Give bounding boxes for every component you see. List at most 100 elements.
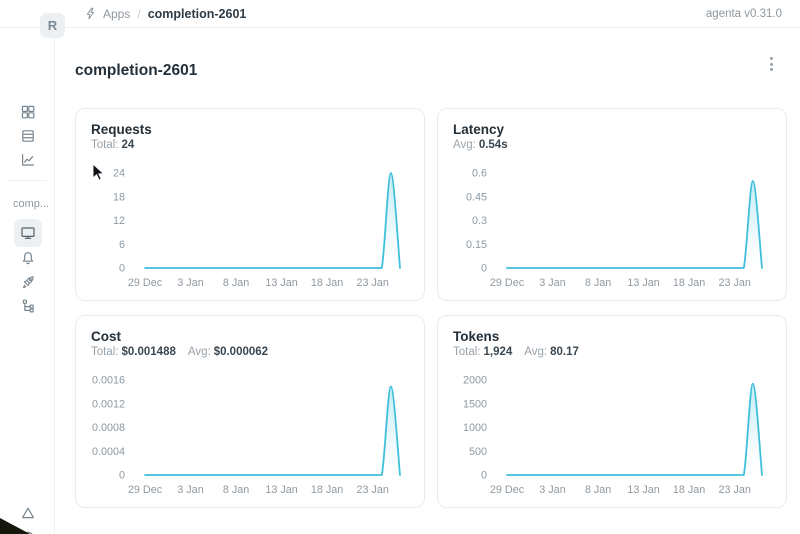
svg-text:3 Jan: 3 Jan bbox=[539, 484, 565, 496]
lightning-icon bbox=[84, 7, 97, 20]
svg-text:1000: 1000 bbox=[463, 422, 487, 434]
svg-text:0: 0 bbox=[119, 263, 125, 275]
svg-text:0: 0 bbox=[481, 263, 487, 275]
corner-wedge-decoration bbox=[0, 518, 30, 534]
latency-chart: 0.6 0.45 0.3 0.15 029 Dec 3 Jan 8 Jan 13 Jan 18 … bbox=[466, 168, 763, 289]
metric-card-requests: Requests Total: 24 24 18 12 6 0 29 Dec 3 Jan 8 J… bbox=[75, 108, 425, 301]
observability-chart-icon bbox=[20, 152, 36, 168]
sidebar-item-traces[interactable] bbox=[14, 292, 42, 320]
sidebar-item-playground[interactable] bbox=[14, 219, 42, 247]
workspace-avatar[interactable]: R bbox=[40, 13, 65, 38]
deployments-rocket-icon bbox=[20, 274, 36, 290]
svg-text:29 Dec: 29 Dec bbox=[128, 484, 163, 496]
svg-text:13 Jan: 13 Jan bbox=[627, 484, 659, 496]
card-stats: Avg: 0.54s bbox=[453, 139, 786, 151]
svg-text:0.0004: 0.0004 bbox=[92, 446, 125, 458]
svg-text:0.6: 0.6 bbox=[472, 168, 487, 180]
card-title: Tokens bbox=[453, 329, 500, 344]
sidebar-divider bbox=[7, 180, 47, 181]
svg-text:23 Jan: 23 Jan bbox=[356, 277, 388, 289]
alerts-triangle-icon bbox=[20, 505, 36, 521]
svg-text:8 Jan: 8 Jan bbox=[223, 484, 249, 496]
svg-text:18 Jan: 18 Jan bbox=[673, 484, 705, 496]
metric-card-cost: Cost Total: $0.001488 Avg: $0.000062 0.001… bbox=[75, 315, 425, 508]
stat-value: $0.000062 bbox=[213, 346, 269, 358]
card-title: Requests bbox=[91, 122, 152, 137]
mouse-cursor bbox=[92, 164, 105, 181]
sidebar: comp... bbox=[0, 28, 55, 534]
svg-text:0: 0 bbox=[481, 470, 487, 482]
svg-text:23 Jan: 23 Jan bbox=[356, 484, 388, 496]
card-title: Cost bbox=[91, 329, 121, 344]
stat-value: 1,924 bbox=[483, 346, 513, 358]
playground-monitor-icon bbox=[20, 225, 36, 241]
breadcrumb-current-app: completion-2601 bbox=[147, 6, 247, 21]
svg-text:8 Jan: 8 Jan bbox=[223, 277, 249, 289]
sidebar-item-observability[interactable] bbox=[14, 146, 42, 174]
sidebar-item-test-sets[interactable] bbox=[14, 122, 42, 150]
svg-text:0.15: 0.15 bbox=[466, 239, 487, 251]
svg-text:3 Jan: 3 Jan bbox=[539, 277, 565, 289]
sidebar-item-deployments[interactable] bbox=[14, 268, 42, 296]
svg-text:0.45: 0.45 bbox=[466, 191, 487, 203]
stat-label: Avg: bbox=[524, 346, 548, 358]
tokens-chart: 2000 1500 1000 500 029 Dec 3 Jan 8 Jan 13 Jan 18… bbox=[463, 375, 763, 496]
sidebar-item-alerts[interactable] bbox=[14, 499, 42, 527]
svg-text:29 Dec: 29 Dec bbox=[128, 277, 163, 289]
svg-text:23 Jan: 23 Jan bbox=[718, 277, 750, 289]
svg-text:29 Dec: 29 Dec bbox=[490, 277, 525, 289]
svg-text:0: 0 bbox=[119, 470, 125, 482]
apps-grid-icon bbox=[20, 104, 36, 120]
version-label: agenta v0.31.0 bbox=[705, 7, 782, 20]
metric-card-latency: Latency Avg: 0.54s 0.6 0.45 0.3 0.15 0 29 Dec 3… bbox=[437, 108, 787, 301]
breadcrumb-separator: / bbox=[137, 6, 141, 21]
svg-text:23 Jan: 23 Jan bbox=[718, 484, 750, 496]
svg-text:12: 12 bbox=[113, 215, 125, 227]
stat-value: 0.54s bbox=[478, 139, 508, 151]
stat-value: 24 bbox=[121, 139, 135, 151]
svg-text:8 Jan: 8 Jan bbox=[585, 277, 611, 289]
svg-text:18: 18 bbox=[113, 191, 125, 203]
stat-value: 80.17 bbox=[550, 346, 579, 358]
svg-text:0.0012: 0.0012 bbox=[92, 398, 125, 410]
sidebar-item-apps[interactable] bbox=[14, 98, 42, 126]
card-stats: Total: $0.001488 Avg: $0.000062 bbox=[91, 346, 424, 358]
requests-chart: 24 18 12 6 029 Dec 3 Jan 8 Jan 13 Jan 18 Jan 23 J… bbox=[113, 168, 401, 289]
breadcrumb-apps-link[interactable]: Apps bbox=[103, 6, 131, 21]
svg-text:18 Jan: 18 Jan bbox=[311, 484, 343, 496]
stat-label: Avg: bbox=[453, 139, 476, 151]
test-sets-icon bbox=[20, 128, 36, 144]
svg-text:0.0016: 0.0016 bbox=[92, 375, 125, 387]
card-stats: Total: 24 bbox=[91, 139, 424, 151]
svg-text:13 Jan: 13 Jan bbox=[265, 277, 297, 289]
svg-text:6: 6 bbox=[119, 239, 125, 251]
svg-text:24: 24 bbox=[113, 168, 125, 180]
svg-text:3 Jan: 3 Jan bbox=[177, 277, 203, 289]
stat-label: Total: bbox=[453, 346, 481, 358]
svg-text:18 Jan: 18 Jan bbox=[673, 277, 705, 289]
svg-text:0.0008: 0.0008 bbox=[92, 422, 125, 434]
sidebar-item-evaluations[interactable] bbox=[14, 244, 42, 272]
sidebar-app-group-label: comp... bbox=[13, 198, 50, 210]
top-header: Apps / completion-2601 agenta v0.31.0 bbox=[0, 0, 800, 28]
stat-label: Total: bbox=[91, 346, 119, 358]
svg-text:500: 500 bbox=[469, 446, 487, 458]
svg-text:2000: 2000 bbox=[463, 375, 487, 387]
stat-label: Total: bbox=[91, 139, 119, 151]
breadcrumb: Apps / completion-2601 bbox=[84, 7, 246, 21]
traces-tree-icon bbox=[20, 298, 36, 314]
evaluations-bell-icon bbox=[20, 250, 36, 266]
svg-text:29 Dec: 29 Dec bbox=[490, 484, 525, 496]
svg-text:18 Jan: 18 Jan bbox=[311, 277, 343, 289]
svg-text:13 Jan: 13 Jan bbox=[627, 277, 659, 289]
kebab-menu-icon[interactable] bbox=[763, 55, 779, 73]
svg-text:8 Jan: 8 Jan bbox=[585, 484, 611, 496]
svg-text:3 Jan: 3 Jan bbox=[177, 484, 203, 496]
page-title: completion-2601 bbox=[75, 62, 198, 80]
card-stats: Total: 1,924 Avg: 80.17 bbox=[453, 346, 786, 358]
card-title: Latency bbox=[453, 122, 505, 137]
metric-card-tokens: Tokens Total: 1,924 Avg: 80.17 2000 1500 100… bbox=[437, 315, 787, 508]
svg-text:13 Jan: 13 Jan bbox=[265, 484, 297, 496]
svg-text:1500: 1500 bbox=[463, 398, 487, 410]
